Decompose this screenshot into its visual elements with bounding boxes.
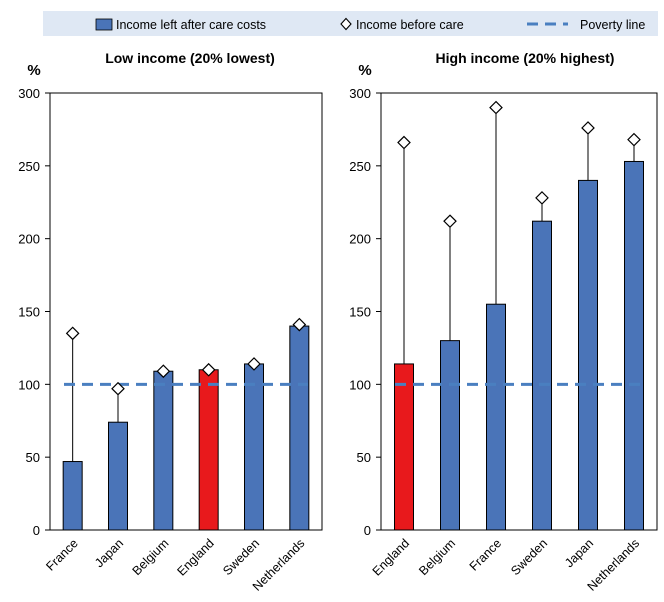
x-tick-label: Belgium bbox=[416, 536, 458, 578]
bar-netherlands bbox=[624, 160, 644, 531]
before-care-marker-japan bbox=[111, 381, 125, 396]
x-tick-label: Sweden bbox=[220, 536, 262, 578]
bar-japan bbox=[578, 179, 598, 531]
x-tick-label: Sweden bbox=[508, 536, 550, 578]
bar-france bbox=[486, 303, 506, 531]
bar-france bbox=[62, 461, 83, 531]
plot-area-high-income bbox=[380, 92, 658, 531]
before-care-marker-japan bbox=[581, 121, 595, 135]
legend-bar-label: Income left after care costs bbox=[116, 18, 266, 32]
y-tick-label: 100 bbox=[18, 377, 40, 392]
y-tick-label: 150 bbox=[18, 305, 40, 320]
before-care-marker-netherlands bbox=[292, 317, 307, 332]
y-tick-label: 250 bbox=[349, 159, 371, 174]
bar-sweden bbox=[244, 363, 264, 531]
x-tick-label: Belgium bbox=[130, 536, 172, 578]
x-tick-label: Japan bbox=[92, 536, 126, 570]
x-tick-label: Japan bbox=[562, 536, 596, 570]
legend-diamond-icon bbox=[340, 17, 352, 31]
y-tick-label: 0 bbox=[33, 523, 40, 538]
legend: Income left after care costs Income befo… bbox=[43, 11, 658, 36]
x-tick-label: England bbox=[174, 536, 216, 578]
x-tick-label: France bbox=[43, 536, 80, 573]
legend-bar-swatch bbox=[95, 18, 113, 31]
y-tick-label: 100 bbox=[349, 377, 371, 392]
bar-belgium bbox=[440, 340, 460, 531]
x-tick-label: England bbox=[370, 536, 412, 578]
bar-england bbox=[198, 369, 219, 531]
y-tick-label: 250 bbox=[18, 159, 40, 174]
before-care-marker-netherlands bbox=[627, 132, 641, 147]
before-care-marker-england bbox=[201, 362, 216, 377]
bar-japan bbox=[108, 421, 128, 531]
bar-sweden bbox=[532, 220, 552, 531]
panel-title-high-income: High income (20% highest) bbox=[436, 50, 615, 66]
before-care-marker-france bbox=[489, 100, 503, 115]
y-tick-label: 50 bbox=[26, 450, 40, 465]
before-care-marker-sweden bbox=[535, 191, 549, 205]
y-tick-label: 200 bbox=[18, 232, 40, 247]
y-tick-label: 300 bbox=[18, 86, 40, 101]
before-care-marker-belgium bbox=[156, 364, 171, 379]
legend-marker-label: Income before care bbox=[356, 18, 464, 32]
before-care-marker-france bbox=[65, 326, 80, 341]
y-tick-label: 150 bbox=[349, 305, 371, 320]
y-axis-label-high-income: % bbox=[358, 62, 371, 79]
before-care-marker-england bbox=[397, 135, 411, 150]
y-tick-label: 200 bbox=[349, 232, 371, 247]
y-tick-label: 50 bbox=[357, 450, 371, 465]
bar-belgium bbox=[153, 370, 174, 531]
plot-area-low-income bbox=[49, 92, 323, 531]
x-tick-label: France bbox=[467, 536, 504, 573]
bar-netherlands bbox=[289, 325, 310, 531]
y-tick-label: 300 bbox=[349, 86, 371, 101]
panel-low-income: Low income (20% lowest) % 0 50 100 150 200 25… bbox=[18, 50, 323, 594]
before-care-marker-sweden bbox=[247, 357, 261, 371]
before-care-marker-belgium bbox=[443, 214, 457, 229]
bar-england bbox=[394, 363, 414, 531]
panel-title-low-income: Low income (20% lowest) bbox=[105, 50, 275, 66]
legend-line-label: Poverty line bbox=[580, 18, 645, 32]
panel-high-income: High income (20% highest) % 0 50 100 150 200… bbox=[349, 50, 658, 594]
y-axis-label-low-income: % bbox=[27, 62, 40, 79]
y-tick-label: 0 bbox=[364, 523, 371, 538]
